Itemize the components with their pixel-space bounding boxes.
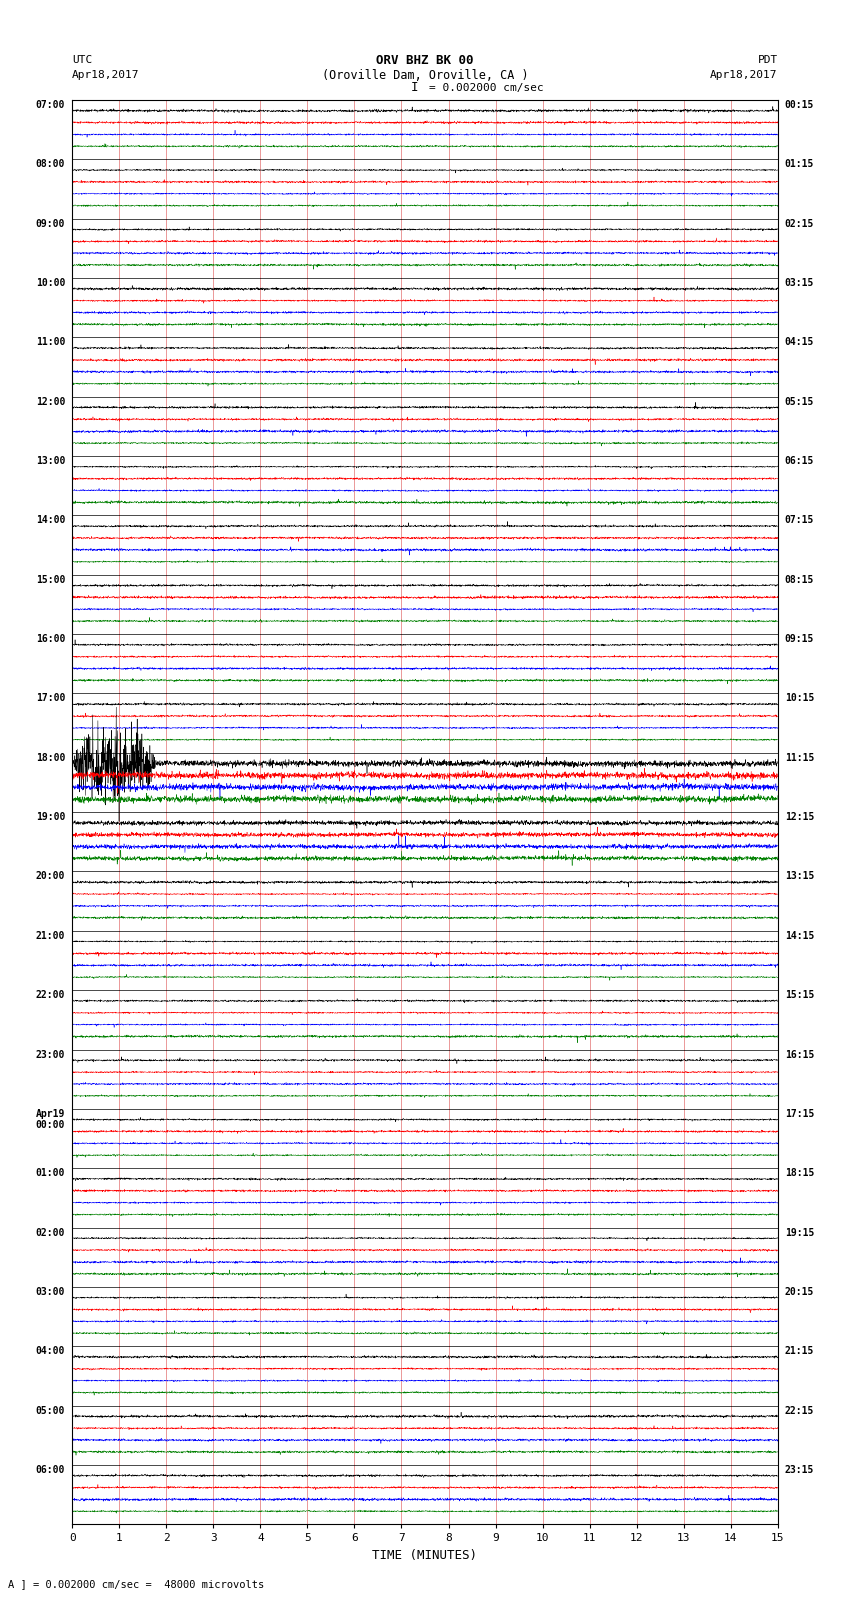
Text: 20:15: 20:15 (785, 1287, 814, 1297)
Text: 18:00: 18:00 (36, 753, 65, 763)
Text: (Oroville Dam, Oroville, CA ): (Oroville Dam, Oroville, CA ) (321, 68, 529, 82)
Text: 12:00: 12:00 (36, 397, 65, 406)
Text: PDT: PDT (757, 55, 778, 66)
Text: 13:00: 13:00 (36, 456, 65, 466)
Text: = 0.002000 cm/sec: = 0.002000 cm/sec (429, 82, 544, 94)
Text: 05:15: 05:15 (785, 397, 814, 406)
Text: 08:00: 08:00 (36, 160, 65, 169)
Text: 08:15: 08:15 (785, 574, 814, 586)
Text: 16:15: 16:15 (785, 1050, 814, 1060)
Text: 04:00: 04:00 (36, 1347, 65, 1357)
Text: 23:15: 23:15 (785, 1465, 814, 1474)
Text: 06:15: 06:15 (785, 456, 814, 466)
Text: 17:15: 17:15 (785, 1108, 814, 1119)
Text: 09:15: 09:15 (785, 634, 814, 644)
Text: 07:00: 07:00 (36, 100, 65, 110)
Text: 21:00: 21:00 (36, 931, 65, 940)
Text: 16:00: 16:00 (36, 634, 65, 644)
Text: A ] = 0.002000 cm/sec =  48000 microvolts: A ] = 0.002000 cm/sec = 48000 microvolts (8, 1579, 264, 1589)
Text: Apr18,2017: Apr18,2017 (711, 69, 778, 81)
Text: 20:00: 20:00 (36, 871, 65, 881)
Text: 01:15: 01:15 (785, 160, 814, 169)
Text: 03:00: 03:00 (36, 1287, 65, 1297)
Text: ORV BHZ BK 00: ORV BHZ BK 00 (377, 53, 473, 68)
Text: 11:15: 11:15 (785, 753, 814, 763)
Text: 12:15: 12:15 (785, 813, 814, 823)
Text: I: I (411, 81, 418, 95)
Text: 13:15: 13:15 (785, 871, 814, 881)
Text: 06:00: 06:00 (36, 1465, 65, 1474)
X-axis label: TIME (MINUTES): TIME (MINUTES) (372, 1548, 478, 1561)
Text: 22:00: 22:00 (36, 990, 65, 1000)
Text: 15:15: 15:15 (785, 990, 814, 1000)
Text: 07:15: 07:15 (785, 516, 814, 526)
Text: 14:00: 14:00 (36, 516, 65, 526)
Text: 21:15: 21:15 (785, 1347, 814, 1357)
Text: 04:15: 04:15 (785, 337, 814, 347)
Text: 15:00: 15:00 (36, 574, 65, 586)
Text: 09:00: 09:00 (36, 219, 65, 229)
Text: 19:00: 19:00 (36, 813, 65, 823)
Text: 01:00: 01:00 (36, 1168, 65, 1177)
Text: UTC: UTC (72, 55, 93, 66)
Text: 23:00: 23:00 (36, 1050, 65, 1060)
Text: Apr18,2017: Apr18,2017 (72, 69, 139, 81)
Text: 22:15: 22:15 (785, 1405, 814, 1416)
Text: 05:00: 05:00 (36, 1405, 65, 1416)
Text: 11:00: 11:00 (36, 337, 65, 347)
Text: Apr19
00:00: Apr19 00:00 (36, 1108, 65, 1131)
Text: 03:15: 03:15 (785, 277, 814, 289)
Text: 17:00: 17:00 (36, 694, 65, 703)
Text: 14:15: 14:15 (785, 931, 814, 940)
Text: 02:00: 02:00 (36, 1227, 65, 1237)
Text: 00:15: 00:15 (785, 100, 814, 110)
Text: 10:00: 10:00 (36, 277, 65, 289)
Text: 10:15: 10:15 (785, 694, 814, 703)
Text: 18:15: 18:15 (785, 1168, 814, 1177)
Text: 19:15: 19:15 (785, 1227, 814, 1237)
Text: 02:15: 02:15 (785, 219, 814, 229)
